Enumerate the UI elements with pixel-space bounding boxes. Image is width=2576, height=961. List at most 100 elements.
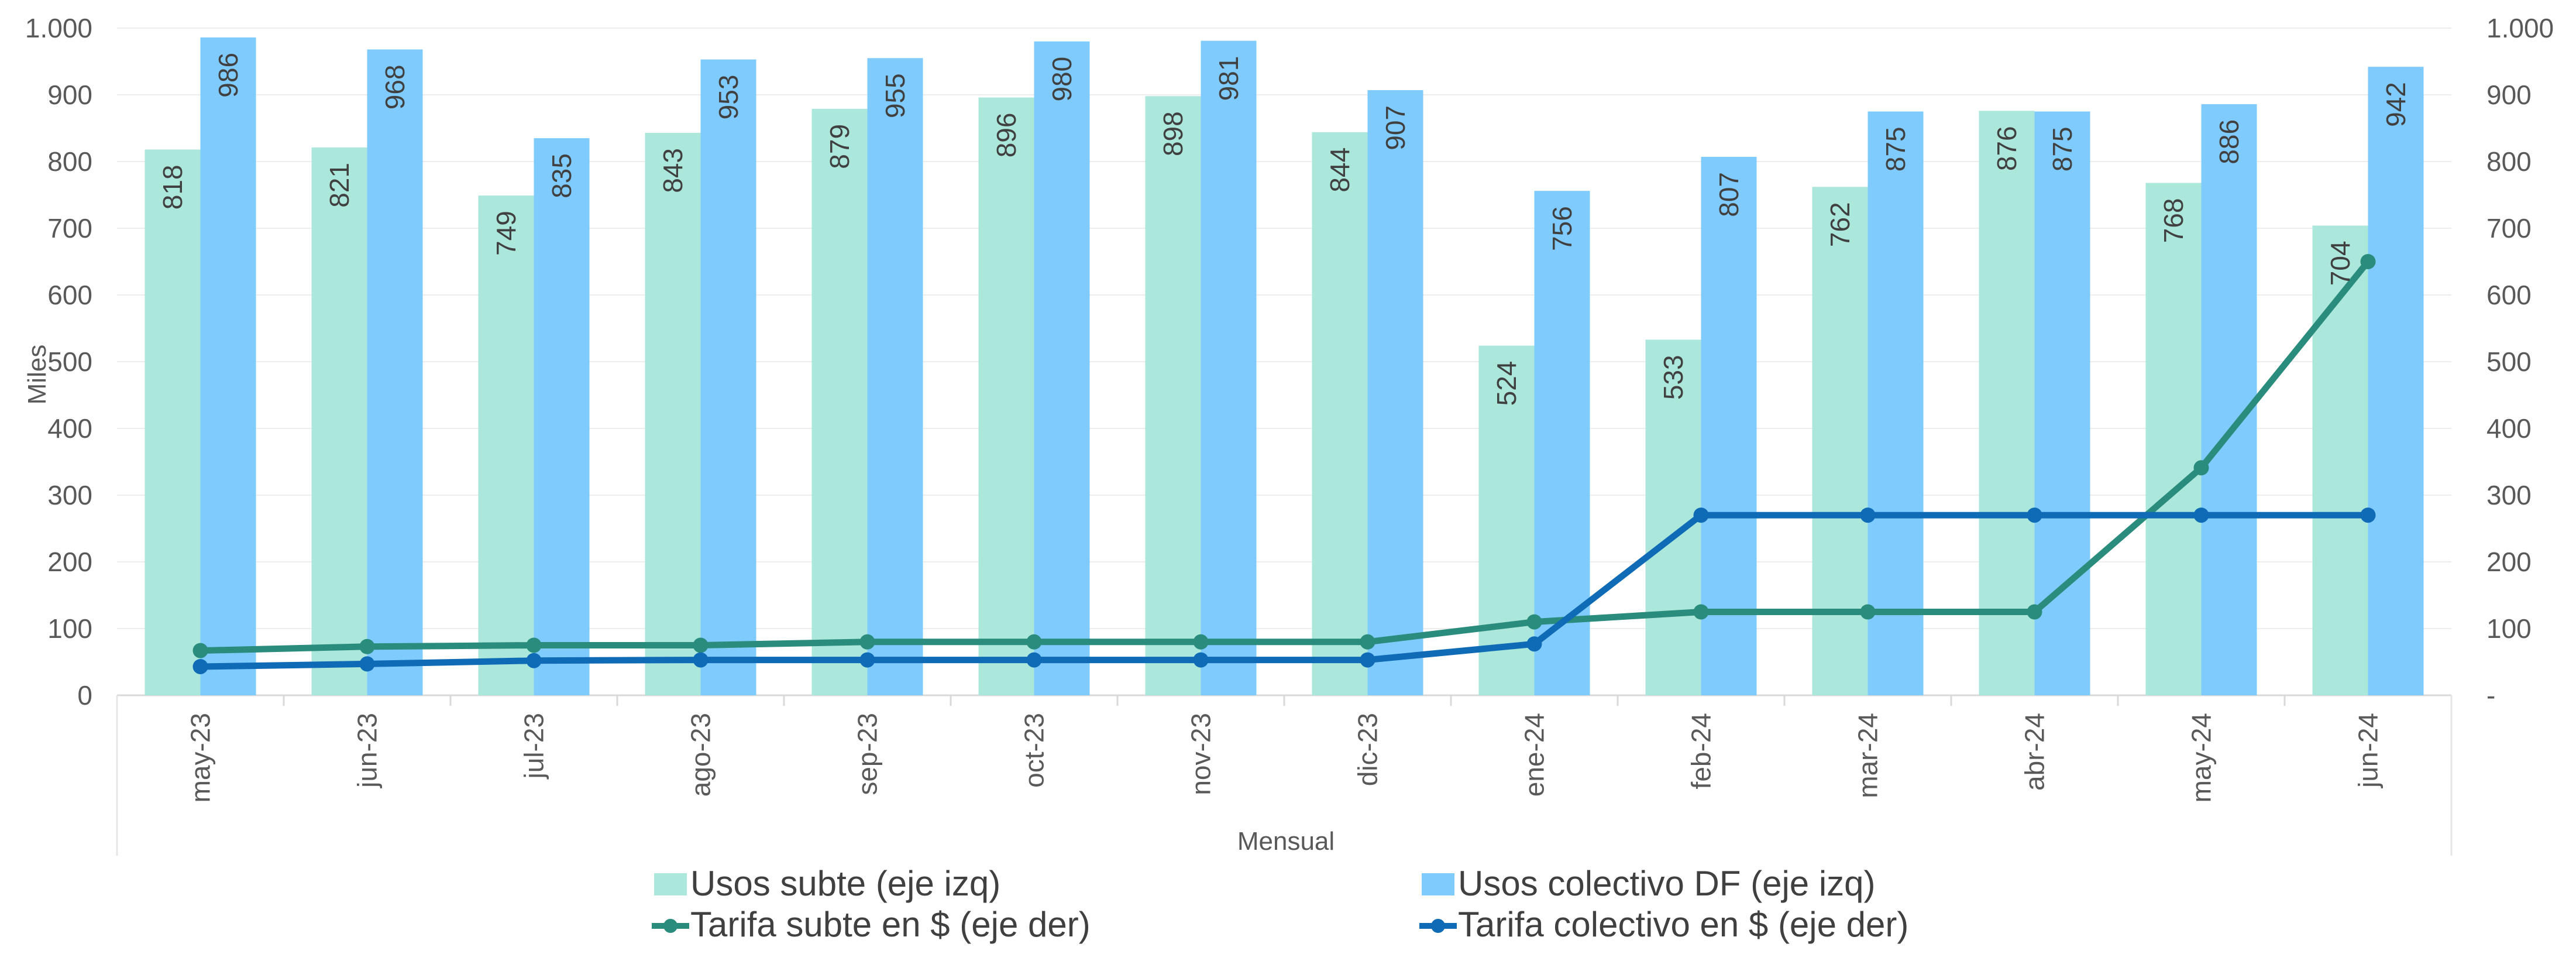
bar-data-label: 955: [880, 73, 910, 118]
x-category-label: oct-23: [1019, 713, 1050, 788]
series-line: [200, 512, 2368, 670]
bar-data-label: 835: [546, 153, 577, 198]
legend-label: Tarifa subte en $ (eje der): [690, 905, 1091, 944]
bar: [145, 149, 201, 696]
bar: [1034, 41, 1090, 695]
bar: [1478, 345, 1535, 695]
series-point: [1360, 634, 1375, 650]
y-right-tick-label: 900: [2486, 80, 2532, 110]
series-point: [1026, 634, 1042, 650]
bar-data-label: 896: [991, 113, 1022, 158]
bar-data-label: 843: [658, 148, 688, 193]
bar-data-label: 818: [157, 164, 188, 210]
bar-data-label: 524: [1491, 361, 1522, 406]
bar-data-label: 879: [824, 124, 855, 169]
bar-data-label: 875: [2047, 127, 2078, 172]
y-right-tick-label: 100: [2486, 613, 2532, 644]
y-right-tick-label: 200: [2486, 547, 2532, 577]
bar: [1201, 40, 1257, 695]
legend-label: Tarifa colectivo en $ (eje der): [1458, 905, 1908, 944]
bar: [1312, 132, 1368, 696]
series-point: [1193, 634, 1209, 650]
x-category-label: may-23: [185, 713, 216, 802]
legend-label: Usos subte (eje izq): [690, 864, 1000, 903]
gridlines: [117, 28, 2451, 696]
lines: [192, 254, 2376, 674]
bar: [1145, 96, 1201, 695]
bar: [367, 49, 423, 696]
x-axis-title: Mensual: [1237, 827, 1335, 856]
bar: [1701, 157, 1757, 695]
bar: [811, 108, 868, 695]
x-category-label: ago-23: [686, 713, 716, 797]
y-right-tick-label: 600: [2486, 280, 2532, 310]
bar-data-label: 704: [2325, 241, 2355, 286]
series-point: [1526, 614, 1542, 630]
bar-data-label: 981: [1213, 56, 1244, 101]
bar-data-label: 807: [1714, 172, 1744, 217]
series-point: [2360, 254, 2376, 269]
bar-data-label: 942: [2381, 82, 2411, 127]
x-category-label: nov-23: [1186, 713, 1216, 795]
legend-swatch: [654, 873, 687, 895]
y-left-tick-label: 500: [47, 346, 92, 377]
y-left-tick-label: 300: [47, 480, 92, 510]
bar-data-label: 953: [713, 75, 744, 120]
legend: Usos subte (eje izq) Usos colectivo DF (e…: [652, 864, 1908, 944]
bar-data-label: 768: [2158, 198, 2189, 243]
y-left-tick-label: 700: [47, 213, 92, 243]
bar: [700, 59, 756, 696]
series-point: [859, 652, 875, 668]
y-left-tick-label: 600: [47, 280, 92, 310]
bar: [534, 138, 590, 696]
series-point: [1693, 604, 1709, 620]
x-category-label: sep-23: [852, 713, 883, 795]
y-left-tick-label: 1.000: [25, 13, 92, 43]
bar-data-label: 968: [380, 64, 410, 109]
y-axis-left: 0 100 200 300 400 500 600 700 800 900 1.000: [25, 13, 92, 711]
series-point: [526, 637, 542, 653]
y-right-tick-label: 700: [2486, 213, 2532, 243]
y-axis-title: Miles: [23, 345, 51, 405]
series-point: [2193, 460, 2209, 476]
y-right-tick-label: 300: [2486, 480, 2532, 510]
series-point: [359, 656, 375, 672]
x-category-label: jun-23: [352, 713, 383, 789]
x-category-label: feb-24: [1686, 713, 1717, 789]
y-axis-right: - 100 200 300 400 500 600 700 800 900 1.000: [2486, 13, 2554, 711]
bar-data-label: 844: [1325, 147, 1355, 193]
series-point: [1526, 636, 1542, 652]
y-left-tick-label: 400: [47, 413, 92, 444]
bar: [478, 195, 534, 695]
bar: [645, 132, 701, 696]
bar-data-label: 886: [2214, 119, 2244, 164]
legend-swatch: [1422, 873, 1454, 895]
y-left-tick-label: 200: [47, 547, 92, 577]
series-point: [526, 653, 542, 668]
legend-marker: [663, 919, 677, 933]
bar-data-label: 875: [1880, 127, 1911, 172]
x-category-label: dic-23: [1353, 713, 1383, 786]
bar: [1645, 339, 1701, 695]
bars: [145, 37, 2424, 696]
x-axis-categories: may-23 jun-23 jul-23 ago-23 sep-23 oct-23 nov-…: [185, 713, 2384, 802]
x-category-label: jul-23: [519, 713, 549, 780]
y-left-tick-label: 900: [47, 80, 92, 110]
bar: [311, 147, 367, 695]
series-point: [2027, 507, 2042, 523]
series-point: [2027, 604, 2042, 620]
y-right-tick-label: 400: [2486, 413, 2532, 444]
bar-data-label: 821: [324, 163, 355, 208]
series-point: [1026, 652, 1042, 668]
bar: [2145, 183, 2202, 696]
y-left-tick-label: 800: [47, 146, 92, 177]
bar-data-label: 749: [491, 211, 521, 256]
bar-data-label: 876: [1992, 126, 2022, 171]
bar: [1867, 111, 1924, 695]
x-category-label: abr-24: [2020, 713, 2050, 791]
series-point: [693, 637, 709, 653]
bar-data-label: 980: [1047, 57, 1077, 102]
series-point: [1360, 652, 1375, 668]
series-point: [693, 652, 709, 668]
